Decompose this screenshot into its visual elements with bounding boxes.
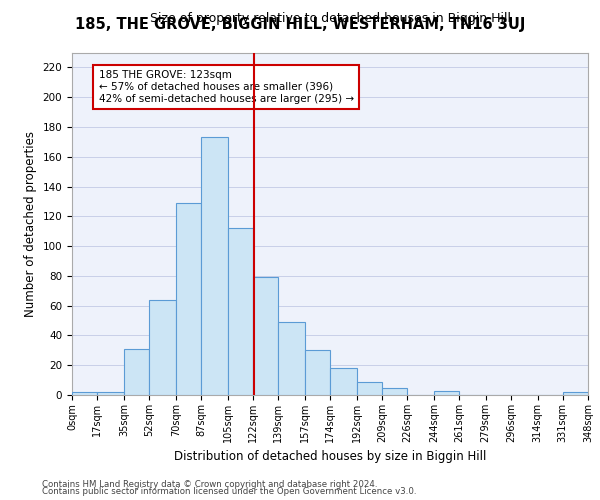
Bar [382, 388, 407, 395]
Bar [253, 278, 278, 395]
Text: Contains HM Land Registry data © Crown copyright and database right 2024.: Contains HM Land Registry data © Crown c… [42, 480, 377, 489]
Title: Size of property relative to detached houses in Biggin Hill: Size of property relative to detached ho… [149, 12, 511, 25]
Bar [124, 349, 149, 395]
Bar [97, 392, 124, 395]
Bar [434, 390, 459, 395]
Bar [278, 322, 305, 395]
Bar [149, 300, 176, 395]
Bar [356, 382, 382, 395]
Bar [201, 138, 227, 395]
Text: Contains public sector information licensed under the Open Government Licence v3: Contains public sector information licen… [42, 487, 416, 496]
Bar [176, 203, 201, 395]
Bar [330, 368, 356, 395]
Y-axis label: Number of detached properties: Number of detached properties [24, 130, 37, 317]
Bar [72, 392, 97, 395]
Bar [305, 350, 330, 395]
Text: 185, THE GROVE, BIGGIN HILL, WESTERHAM, TN16 3UJ: 185, THE GROVE, BIGGIN HILL, WESTERHAM, … [75, 18, 525, 32]
X-axis label: Distribution of detached houses by size in Biggin Hill: Distribution of detached houses by size … [174, 450, 486, 464]
Bar [227, 228, 253, 395]
Bar [563, 392, 588, 395]
Text: 185 THE GROVE: 123sqm
← 57% of detached houses are smaller (396)
42% of semi-det: 185 THE GROVE: 123sqm ← 57% of detached … [98, 70, 354, 104]
